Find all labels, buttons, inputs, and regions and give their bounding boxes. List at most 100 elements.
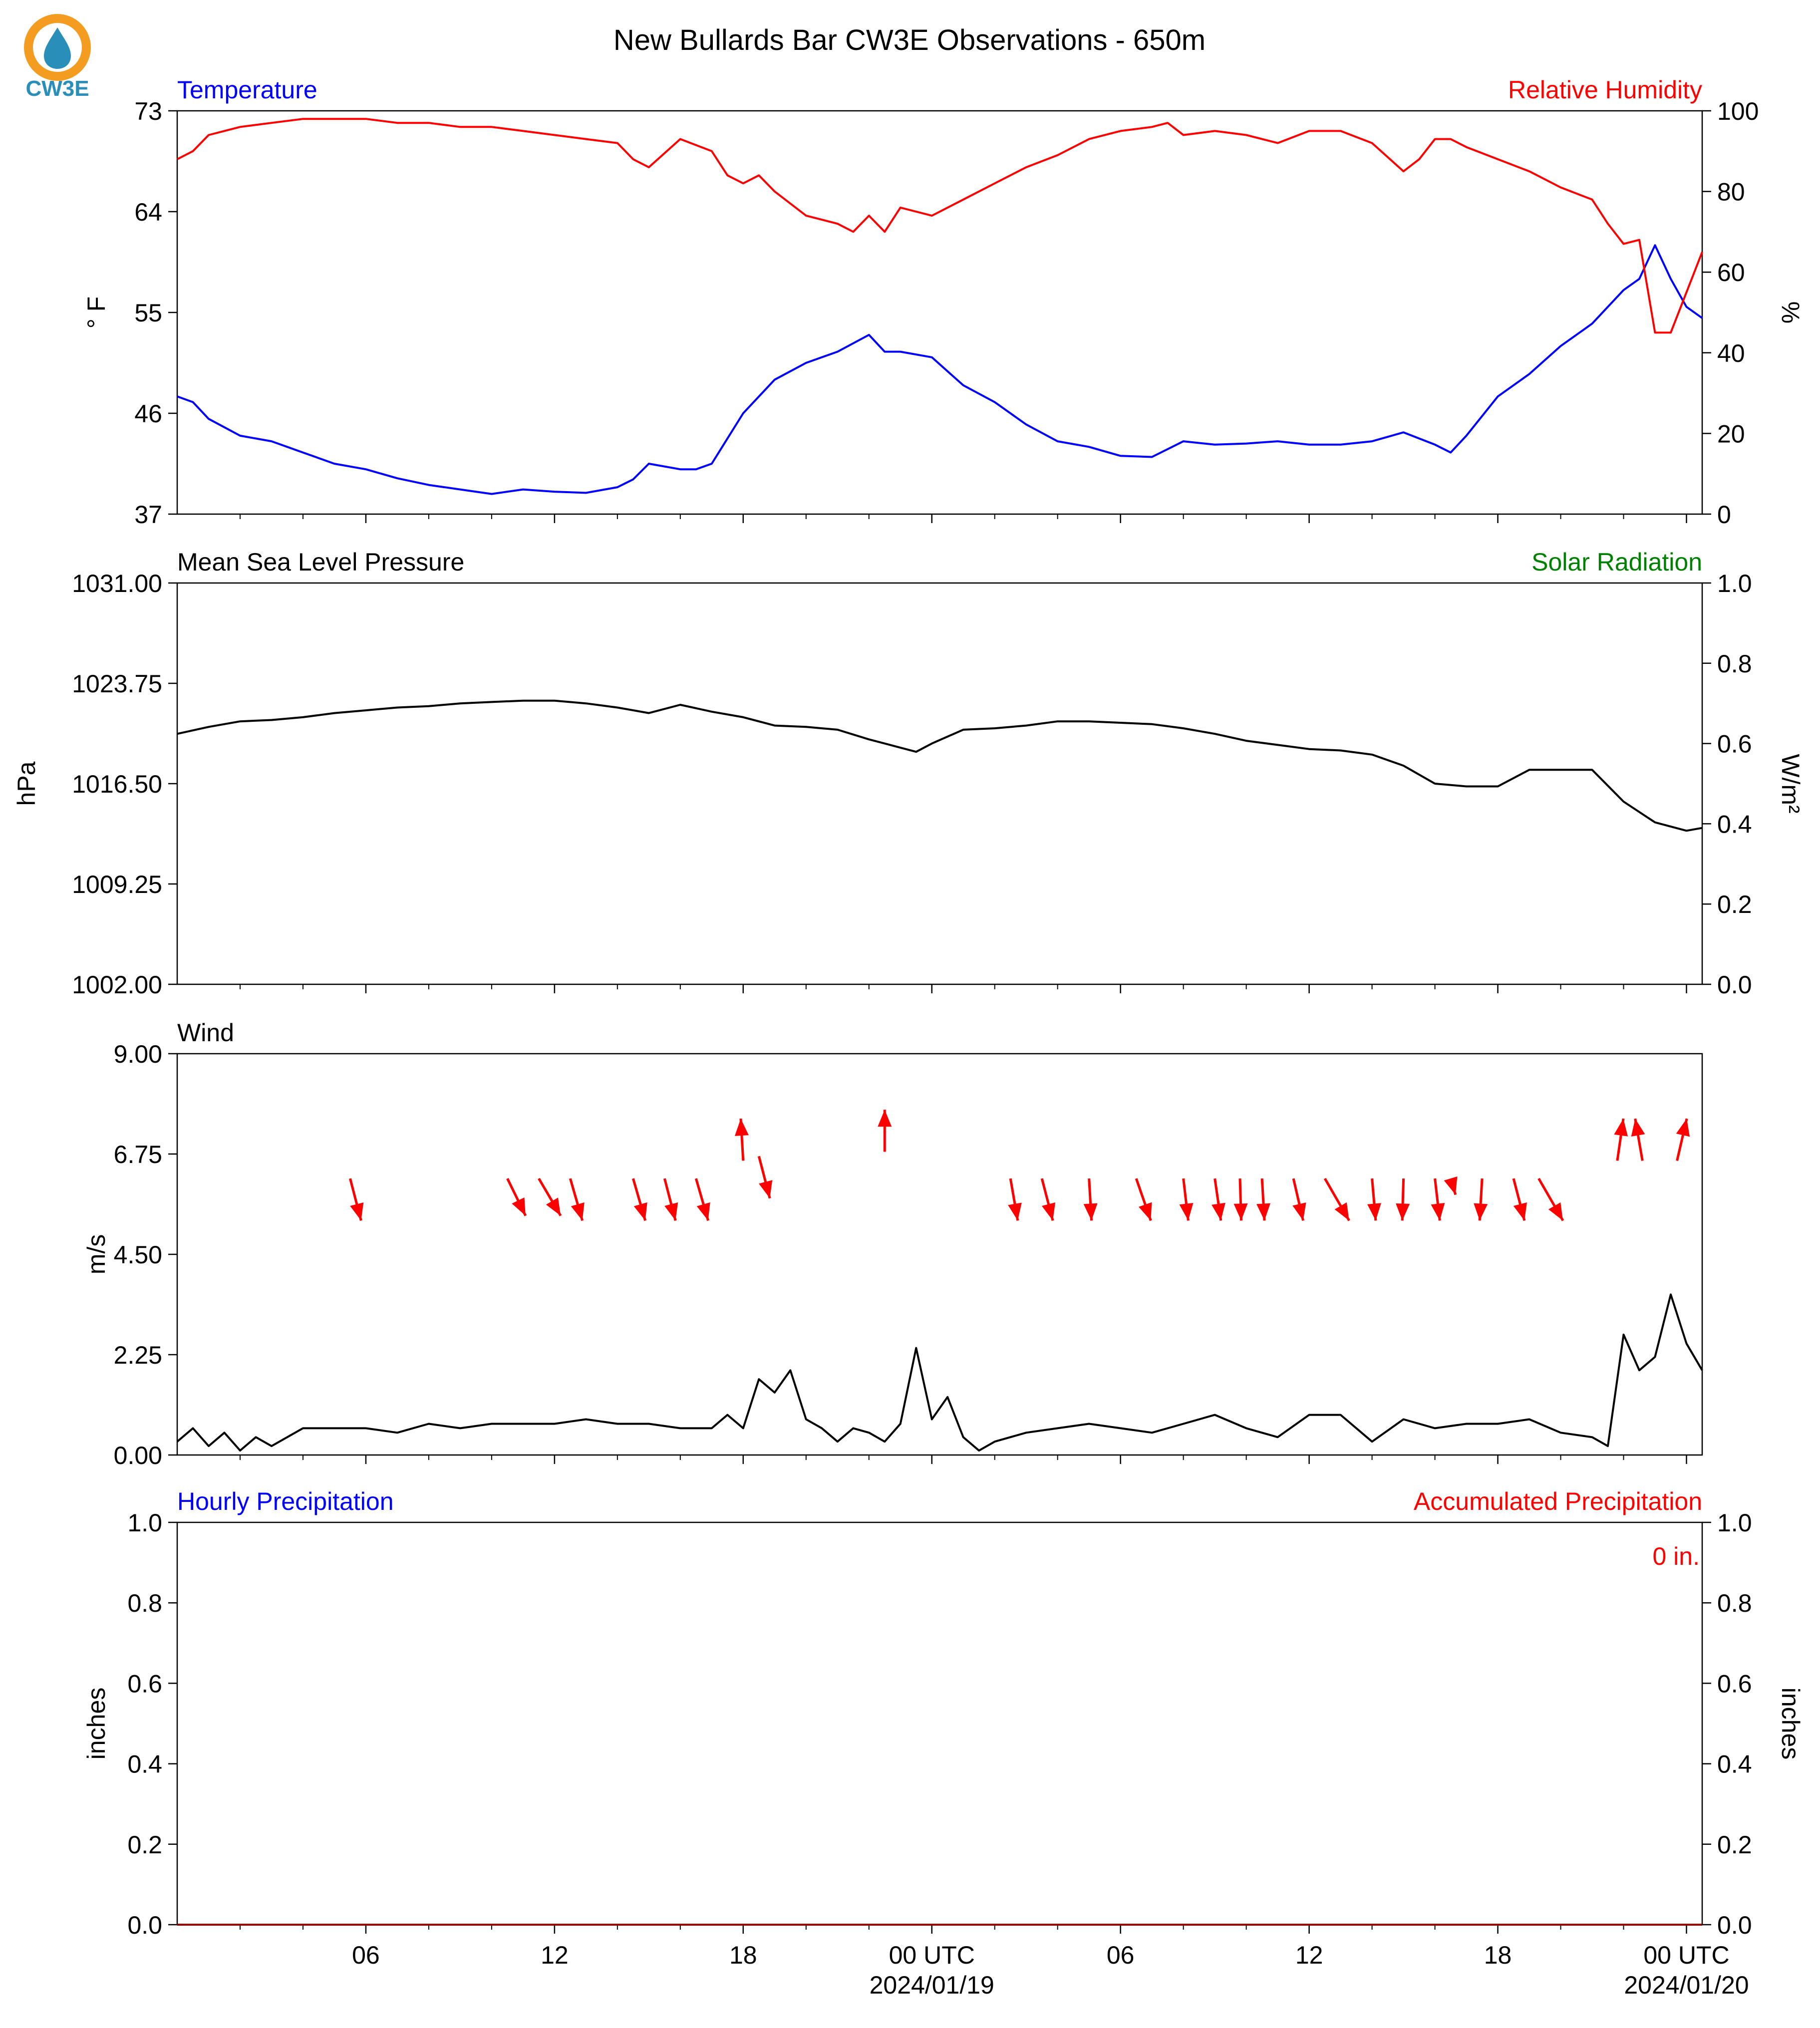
wind-vector-arrow <box>506 1178 527 1216</box>
logo-drop-icon <box>44 27 71 69</box>
wind-vector-head <box>1334 1202 1349 1221</box>
y-tick-label-right: 100 <box>1717 97 1759 125</box>
y-tick-label-left: 9.00 <box>114 1040 162 1068</box>
panel-precipitation: Hourly Precipitation Accumulated Precipit… <box>82 1487 1805 1999</box>
panel-right-title: Solar Radiation <box>1531 548 1702 576</box>
y-tick-label-left: 73 <box>134 97 162 125</box>
y-tick-label-left: 0.0 <box>127 1911 162 1939</box>
x-tick-label: 06 <box>352 1941 380 1969</box>
chart-panels: Temperature Relative Humidity 73 64 55 46 37 10… <box>12 76 1805 1999</box>
wind-vector-head <box>1367 1203 1381 1221</box>
wind-vector-head <box>1631 1119 1645 1137</box>
wind-vector-arrow <box>631 1178 647 1221</box>
wind-vector-arrow <box>538 1177 562 1216</box>
wind-vector-arrow <box>734 1119 749 1161</box>
panel-wind: Wind 9.00 6.75 4.50 2.25 0.00 m/s <box>82 1019 1703 1469</box>
wind-vector-head <box>1513 1202 1527 1221</box>
y-axis-label-left: ° F <box>82 296 110 328</box>
y-tick-label-left: 0.4 <box>127 1750 162 1778</box>
y-tick-label-right: 20 <box>1717 420 1745 448</box>
y-tick-label-right: 0.0 <box>1717 971 1752 999</box>
y-tick-label-left: 6.75 <box>114 1141 162 1168</box>
y-tick-label-left: 46 <box>134 400 162 428</box>
panel-pressure-solar: Mean Sea Level Pressure Solar Radiation 10… <box>12 548 1805 999</box>
series-line-mean-sea-level-pressure <box>177 699 1703 832</box>
logo-text: CW3E <box>25 76 89 101</box>
x-tick-label: 18 <box>729 1941 757 1969</box>
wind-vector-arrow <box>1431 1178 1445 1221</box>
panel-left-title: Wind <box>177 1019 234 1047</box>
y-tick-label-right: 0.2 <box>1717 890 1752 918</box>
y-tick-label-left: 0.6 <box>127 1670 162 1698</box>
wind-vector-arrow <box>1256 1178 1271 1221</box>
y-tick-label-right: 0.0 <box>1717 1911 1752 1939</box>
wind-vector-head <box>633 1202 647 1221</box>
wind-vector-arrow <box>757 1156 773 1199</box>
wind-vector-arrow <box>878 1110 892 1152</box>
wind-vector-arrow <box>1614 1118 1628 1161</box>
panel-left-title: Hourly Precipitation <box>177 1487 394 1515</box>
wind-vector-head <box>878 1110 892 1127</box>
accumulated-total-label: 0 in. <box>1652 1542 1700 1570</box>
y-axis-label-left: m/s <box>82 1234 110 1275</box>
wind-vector-head <box>350 1202 364 1221</box>
wind-vector-arrow <box>663 1178 678 1221</box>
y-axis-label-right: % <box>1777 301 1805 323</box>
series-line-wind <box>176 1293 1703 1452</box>
wind-vector-arrow <box>1292 1178 1306 1221</box>
wind-vector-arrow <box>1676 1118 1690 1161</box>
x-tick-label: 12 <box>541 1941 569 1969</box>
panel-left-title: Temperature <box>177 76 317 104</box>
wind-vector-head <box>1083 1203 1098 1221</box>
x-tick-label: 18 <box>1484 1941 1512 1969</box>
wind-vector-head <box>1256 1203 1271 1221</box>
y-tick-label-left: 1.0 <box>127 1509 162 1537</box>
wind-vector-head <box>1444 1176 1458 1195</box>
y-axis-label-left: inches <box>82 1688 110 1760</box>
series-line-relative-humidity <box>177 118 1703 334</box>
wind-vector-head <box>1212 1202 1225 1221</box>
wind-vector-arrow <box>1135 1178 1152 1221</box>
y-tick-label-left: 1023.75 <box>72 670 162 698</box>
wind-vector-arrow <box>349 1178 364 1221</box>
wind-vector-head <box>546 1197 561 1216</box>
wind-vector-arrow <box>1233 1178 1248 1221</box>
wind-vector-head <box>571 1202 585 1221</box>
x-tick-label: 00 UTC <box>889 1941 975 1969</box>
wind-vector-arrow <box>1537 1177 1564 1221</box>
wind-vector-arrow <box>1083 1178 1098 1221</box>
wind-vector-head <box>1179 1202 1194 1221</box>
wind-vector-head <box>759 1180 773 1198</box>
panel-right-title: Accumulated Precipitation <box>1414 1487 1702 1515</box>
y-tick-label-right: 1.0 <box>1717 1509 1752 1537</box>
y-tick-label-right: 0.8 <box>1717 650 1752 678</box>
y-tick-label-right: 40 <box>1717 339 1745 367</box>
y-tick-label-left: 1031.00 <box>72 570 162 597</box>
wind-vector-arrow <box>1212 1178 1225 1221</box>
y-tick-label-left: 4.50 <box>114 1241 162 1269</box>
wind-vector-head <box>696 1202 710 1221</box>
wind-vector-head <box>664 1202 678 1221</box>
y-tick-label-left: 55 <box>134 299 162 327</box>
wind-vector-arrow <box>1179 1178 1194 1221</box>
y-axis-label-right: W/m² <box>1777 754 1805 813</box>
y-axis-label-right: inches <box>1777 1688 1805 1760</box>
wind-vector-head <box>1676 1119 1690 1137</box>
wind-vector-arrow <box>1631 1118 1645 1161</box>
x-tick-label: 12 <box>1295 1941 1323 1969</box>
logo-ring-icon <box>24 14 91 81</box>
y-tick-label-right: 60 <box>1717 259 1745 287</box>
y-tick-label-left: 0.8 <box>127 1589 162 1617</box>
x-tick-date-label: 2024/01/20 <box>1624 1971 1749 1999</box>
wind-vector-arrow <box>569 1178 585 1221</box>
y-tick-label-left: 37 <box>134 501 162 529</box>
y-tick-label-right: 0.2 <box>1717 1831 1752 1859</box>
y-tick-label-right: 1.0 <box>1717 570 1752 597</box>
wind-vector-head <box>1614 1119 1628 1137</box>
x-tick-date-label: 2024/01/19 <box>870 1971 994 1999</box>
panel-temperature-humidity: Temperature Relative Humidity 73 64 55 46 37 10… <box>82 76 1805 529</box>
wind-vector-arrow <box>1040 1178 1056 1221</box>
y-tick-label-right: 0.8 <box>1717 1589 1752 1617</box>
